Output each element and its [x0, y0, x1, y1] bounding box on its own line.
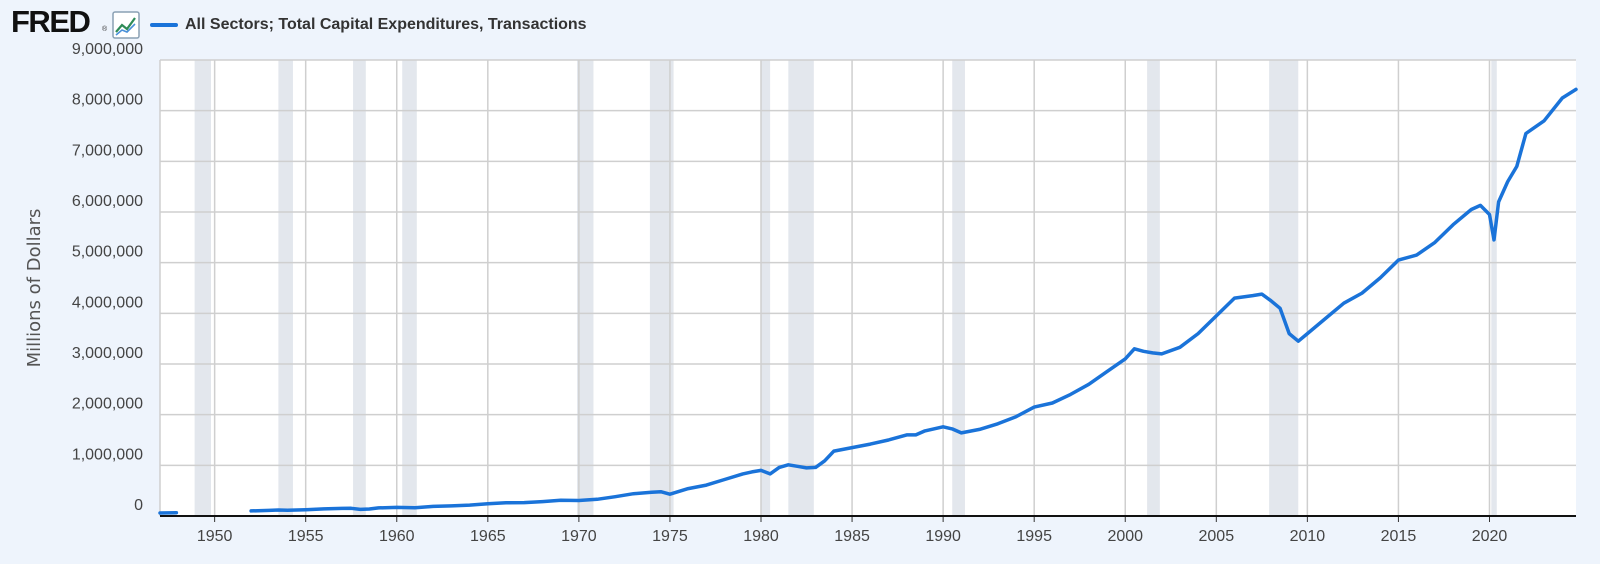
y-axis-title: Millions of Dollars: [24, 209, 45, 368]
chart-header: FRED ® All Sectors; Total Capital Expend…: [0, 0, 1600, 50]
y-tick-label: 5,000,000: [72, 244, 143, 261]
recession-band: [1491, 60, 1497, 516]
plot-area: [160, 60, 1576, 516]
legend: All Sectors; Total Capital Expenditures,…: [150, 14, 587, 36]
recession-band: [278, 60, 293, 516]
x-tick-label: 1980: [743, 528, 779, 545]
y-tick-label: 9,000,000: [72, 41, 143, 58]
recession-band: [649, 60, 674, 516]
recession-band: [952, 60, 965, 516]
x-tick-label: 2010: [1290, 528, 1326, 545]
x-tick-label: 1975: [652, 528, 688, 545]
y-tick-label: 3,000,000: [72, 345, 143, 362]
y-tick-label: 1,000,000: [72, 446, 143, 463]
series-lines: [158, 87, 1578, 515]
x-tick-label: 1965: [470, 528, 506, 545]
chart-line-icon: [112, 11, 140, 39]
registered-mark: ®: [102, 26, 108, 33]
recession-band: [788, 60, 814, 516]
y-tick-label: 0: [134, 497, 143, 514]
y-tick-label: 8,000,000: [72, 92, 143, 109]
legend-series-label: All Sectors; Total Capital Expenditures,…: [185, 16, 587, 33]
y-tick-label: 4,000,000: [72, 294, 143, 311]
recession-band: [353, 60, 366, 516]
fred-logo[interactable]: FRED: [11, 4, 91, 39]
x-tick-label: 2020: [1472, 528, 1508, 545]
y-tick-label: 7,000,000: [72, 142, 143, 159]
recession-band: [761, 60, 771, 516]
x-tick-label: 2005: [1199, 528, 1235, 545]
y-axis-ticks: 0 1,000,000 2,000,000 3,000,000 4,000,000 5,0…: [72, 41, 143, 514]
x-tick-label: 2015: [1381, 528, 1417, 545]
recession-band: [194, 60, 211, 516]
x-tick-label: 1955: [288, 528, 324, 545]
x-axis-ticks: 1950 1955 1960 1965 1970 1975 1980 1985 1990 1995…: [197, 516, 1508, 545]
x-tick-label: 1950: [197, 528, 233, 545]
x-tick-label: 1985: [834, 528, 870, 545]
recession-band: [402, 60, 417, 516]
series-line: [249, 87, 1578, 513]
recession-bands: [194, 60, 1497, 516]
y-tick-label: 6,000,000: [72, 193, 143, 210]
recession-band: [1269, 60, 1299, 516]
x-tick-label: 1960: [379, 528, 415, 545]
x-tick-label: 2000: [1107, 528, 1143, 545]
x-tick-label: 1995: [1016, 528, 1052, 545]
legend-swatch: [150, 23, 178, 27]
x-tick-label: 1990: [925, 528, 961, 545]
recession-band: [577, 60, 594, 516]
grid-lines: [159, 59, 1576, 516]
y-tick-label: 2,000,000: [72, 396, 143, 413]
recession-band: [1147, 60, 1160, 516]
x-tick-label: 1970: [561, 528, 597, 545]
